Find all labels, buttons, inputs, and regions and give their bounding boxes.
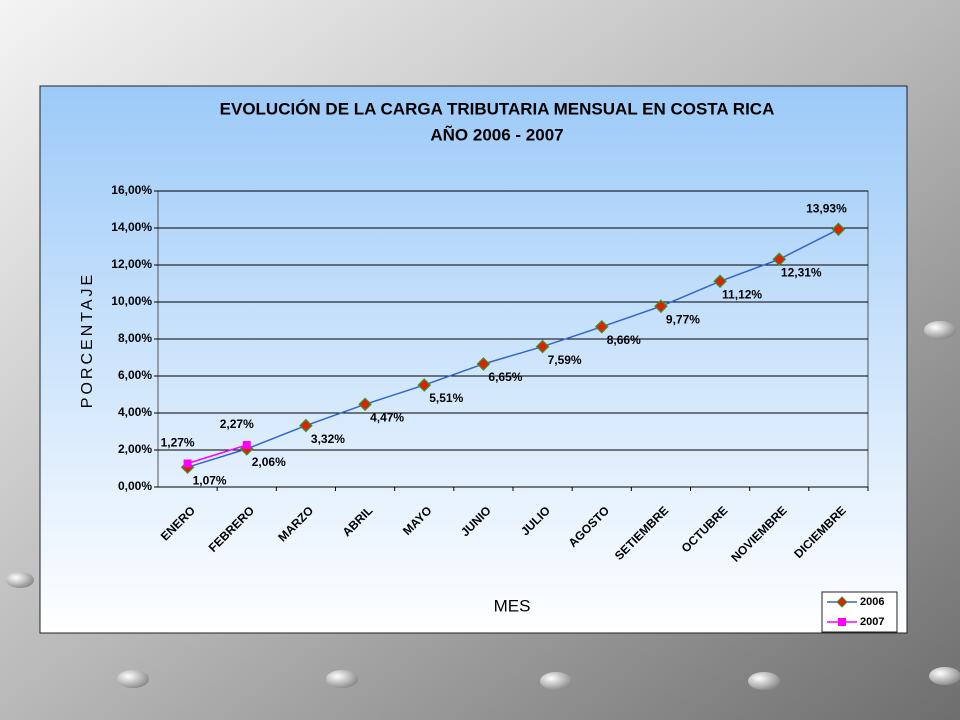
marker xyxy=(476,357,491,371)
chart-subtitle: AÑO 2006 - 2007 xyxy=(430,124,563,144)
marker xyxy=(772,252,787,267)
marker xyxy=(713,274,727,289)
series-line xyxy=(187,228,839,468)
x-axis-label: MES xyxy=(494,596,531,615)
marker xyxy=(242,441,251,450)
data-label: 11,12% xyxy=(722,287,762,301)
data-label: 13,93% xyxy=(806,201,847,215)
data-label: 12,31% xyxy=(781,265,822,279)
marker xyxy=(358,397,372,412)
chart-title: EVOLUCIÓN DE LA CARGA TRIBUTARIA MENSUAL… xyxy=(220,99,775,118)
data-label: 1,27% xyxy=(161,436,195,450)
data-label: 5,51% xyxy=(429,391,463,405)
legend xyxy=(821,591,898,633)
data-label: 2,06% xyxy=(252,455,286,469)
y-tick-label: 0,00% xyxy=(118,479,152,493)
y-tick-label: 10,00% xyxy=(111,294,152,308)
data-label: 7,59% xyxy=(548,353,582,367)
data-label: 1,07% xyxy=(193,473,227,487)
marker xyxy=(831,222,846,237)
y-axis-label: PORCENTAJE xyxy=(79,272,96,408)
y-tick-label: 16,00% xyxy=(111,183,152,197)
y-tick-label: 4,00% xyxy=(118,405,152,419)
y-tick-label: 6,00% xyxy=(118,368,152,382)
series-line xyxy=(187,444,247,465)
data-label: 9,77% xyxy=(666,312,700,326)
data-label: 8,66% xyxy=(607,333,641,347)
data-label: 3,32% xyxy=(311,432,345,446)
legend-marker xyxy=(836,596,848,608)
marker xyxy=(594,319,609,334)
data-label: 6,65% xyxy=(488,370,522,384)
y-tick-label: 2,00% xyxy=(118,442,152,456)
y-tick-label: 14,00% xyxy=(111,220,152,234)
data-label: 2,27% xyxy=(220,417,254,431)
marker xyxy=(299,418,313,433)
legend-marker xyxy=(838,618,846,626)
marker xyxy=(183,459,192,468)
chart-area xyxy=(39,85,908,634)
data-label: 4,47% xyxy=(370,410,404,424)
marker xyxy=(535,339,550,354)
legend-label: 2007 xyxy=(860,616,884,628)
y-tick-label: 12,00% xyxy=(111,257,152,271)
decorative-balls xyxy=(6,321,960,690)
y-tick-label: 8,00% xyxy=(118,331,152,345)
legend-label: 2006 xyxy=(860,596,884,608)
marker xyxy=(417,378,432,392)
marker xyxy=(654,299,668,314)
